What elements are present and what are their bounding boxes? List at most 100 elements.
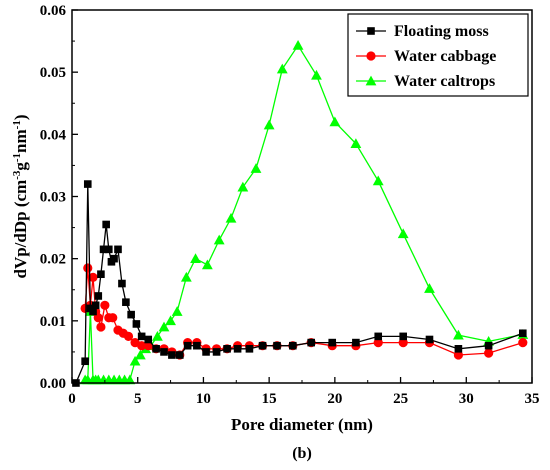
y-tick-label: 0.04: [40, 127, 67, 143]
y-axis-title-part: -3: [11, 170, 23, 180]
data-point: [81, 357, 89, 366]
y-axis-title-part: dVp/dDp (cm: [11, 180, 30, 279]
data-point: [289, 341, 297, 350]
data-point: [519, 329, 527, 338]
data-point: [263, 119, 275, 130]
data-point: [96, 322, 106, 332]
data-point: [93, 313, 103, 323]
legend-item: Water cabbage: [356, 48, 496, 65]
y-axis-title: dVp/dDp (cm-3g-1nm-1): [11, 114, 30, 278]
data-point: [102, 220, 110, 229]
data-point: [518, 337, 528, 348]
x-tick-label: 20: [327, 391, 342, 407]
data-point: [424, 283, 435, 293]
data-point: [152, 345, 160, 353]
data-point: [152, 330, 163, 341]
data-point: [201, 259, 213, 270]
data-point: [454, 345, 463, 353]
x-tick-label: 25: [393, 391, 408, 407]
legend-item: Floating moss: [356, 23, 489, 40]
data-point: [245, 345, 254, 353]
y-tick-label: 0.03: [40, 190, 66, 206]
data-point: [89, 307, 97, 316]
data-point: [175, 351, 184, 359]
data-point: [118, 279, 126, 288]
y-axis-title-part: nm: [11, 129, 30, 153]
data-point: [425, 335, 434, 344]
figure-caption: (b): [292, 445, 312, 462]
data-point: [97, 270, 105, 279]
x-tick-label: 10: [196, 391, 211, 407]
data-point: [399, 332, 407, 341]
legend-label: Water caltrops: [394, 73, 495, 90]
data-point: [105, 245, 113, 254]
legend: Floating moss Water cabbage Water caltrops: [347, 13, 529, 97]
data-point: [223, 345, 231, 353]
data-point: [250, 163, 262, 173]
data-point: [110, 254, 118, 263]
y-tick-label: 0.05: [40, 65, 66, 81]
data-point: [158, 321, 170, 332]
data-point: [398, 337, 408, 348]
data-point: [352, 338, 360, 347]
x-tick-label: 5: [134, 391, 142, 407]
legend-label: Floating moss: [394, 23, 489, 40]
data-point: [213, 234, 225, 245]
data-point: [94, 292, 103, 300]
data-point: [114, 245, 122, 254]
data-point: [137, 332, 146, 341]
y-tick-label: 0.01: [40, 314, 66, 330]
data-point: [372, 175, 384, 186]
data-point: [127, 310, 135, 319]
series-floating-moss: [72, 180, 527, 387]
y-axis-title-part: g: [11, 162, 30, 171]
x-axis-title: Pore diameter (nm): [231, 415, 373, 434]
data-point: [143, 341, 153, 351]
data-point: [365, 75, 377, 86]
data-point: [212, 348, 221, 356]
data-point: [129, 355, 141, 366]
data-point: [108, 313, 118, 323]
x-tick-label: 35: [525, 391, 540, 407]
y-axis-title-part: ): [11, 114, 30, 120]
data-point: [311, 69, 322, 80]
data-point: [83, 263, 93, 273]
data-point: [350, 138, 362, 148]
axes: 0 5 10 15 20 25 30 35 0.00 0.01 0.02 0.03 0.04 0.05 0.…: [40, 3, 540, 407]
data-point: [276, 63, 288, 74]
data-point: [137, 341, 147, 351]
data-point: [193, 341, 201, 350]
data-point: [180, 271, 192, 282]
data-point: [88, 272, 98, 282]
data-point: [453, 350, 463, 360]
data-point: [237, 181, 249, 192]
data-point: [328, 338, 337, 347]
data-point: [292, 40, 304, 50]
data-point: [225, 212, 237, 223]
data-point: [273, 341, 281, 350]
data-point: [123, 331, 134, 341]
y-tick-label: 0.02: [40, 252, 66, 268]
data-point: [329, 116, 341, 127]
data-point: [124, 374, 136, 385]
data-point: [366, 51, 376, 61]
data-point: [367, 27, 375, 35]
legend-box: [347, 13, 529, 97]
legend-item: Water caltrops: [356, 73, 495, 90]
x-tick-label: 15: [262, 391, 277, 407]
data-point: [99, 245, 108, 254]
x-tick-label: 0: [68, 391, 76, 407]
y-tick-label: 0.06: [40, 3, 67, 19]
chart-marks: [72, 40, 529, 387]
data-point: [397, 228, 409, 239]
data-point: [134, 349, 146, 360]
data-point: [190, 253, 201, 263]
data-point: [83, 180, 92, 188]
data-point: [165, 315, 176, 326]
y-axis-title-part: -1: [11, 120, 23, 129]
data-point: [168, 351, 176, 359]
data-point: [202, 348, 210, 356]
data-point: [144, 335, 153, 344]
y-tick-label: 0.00: [40, 376, 66, 392]
